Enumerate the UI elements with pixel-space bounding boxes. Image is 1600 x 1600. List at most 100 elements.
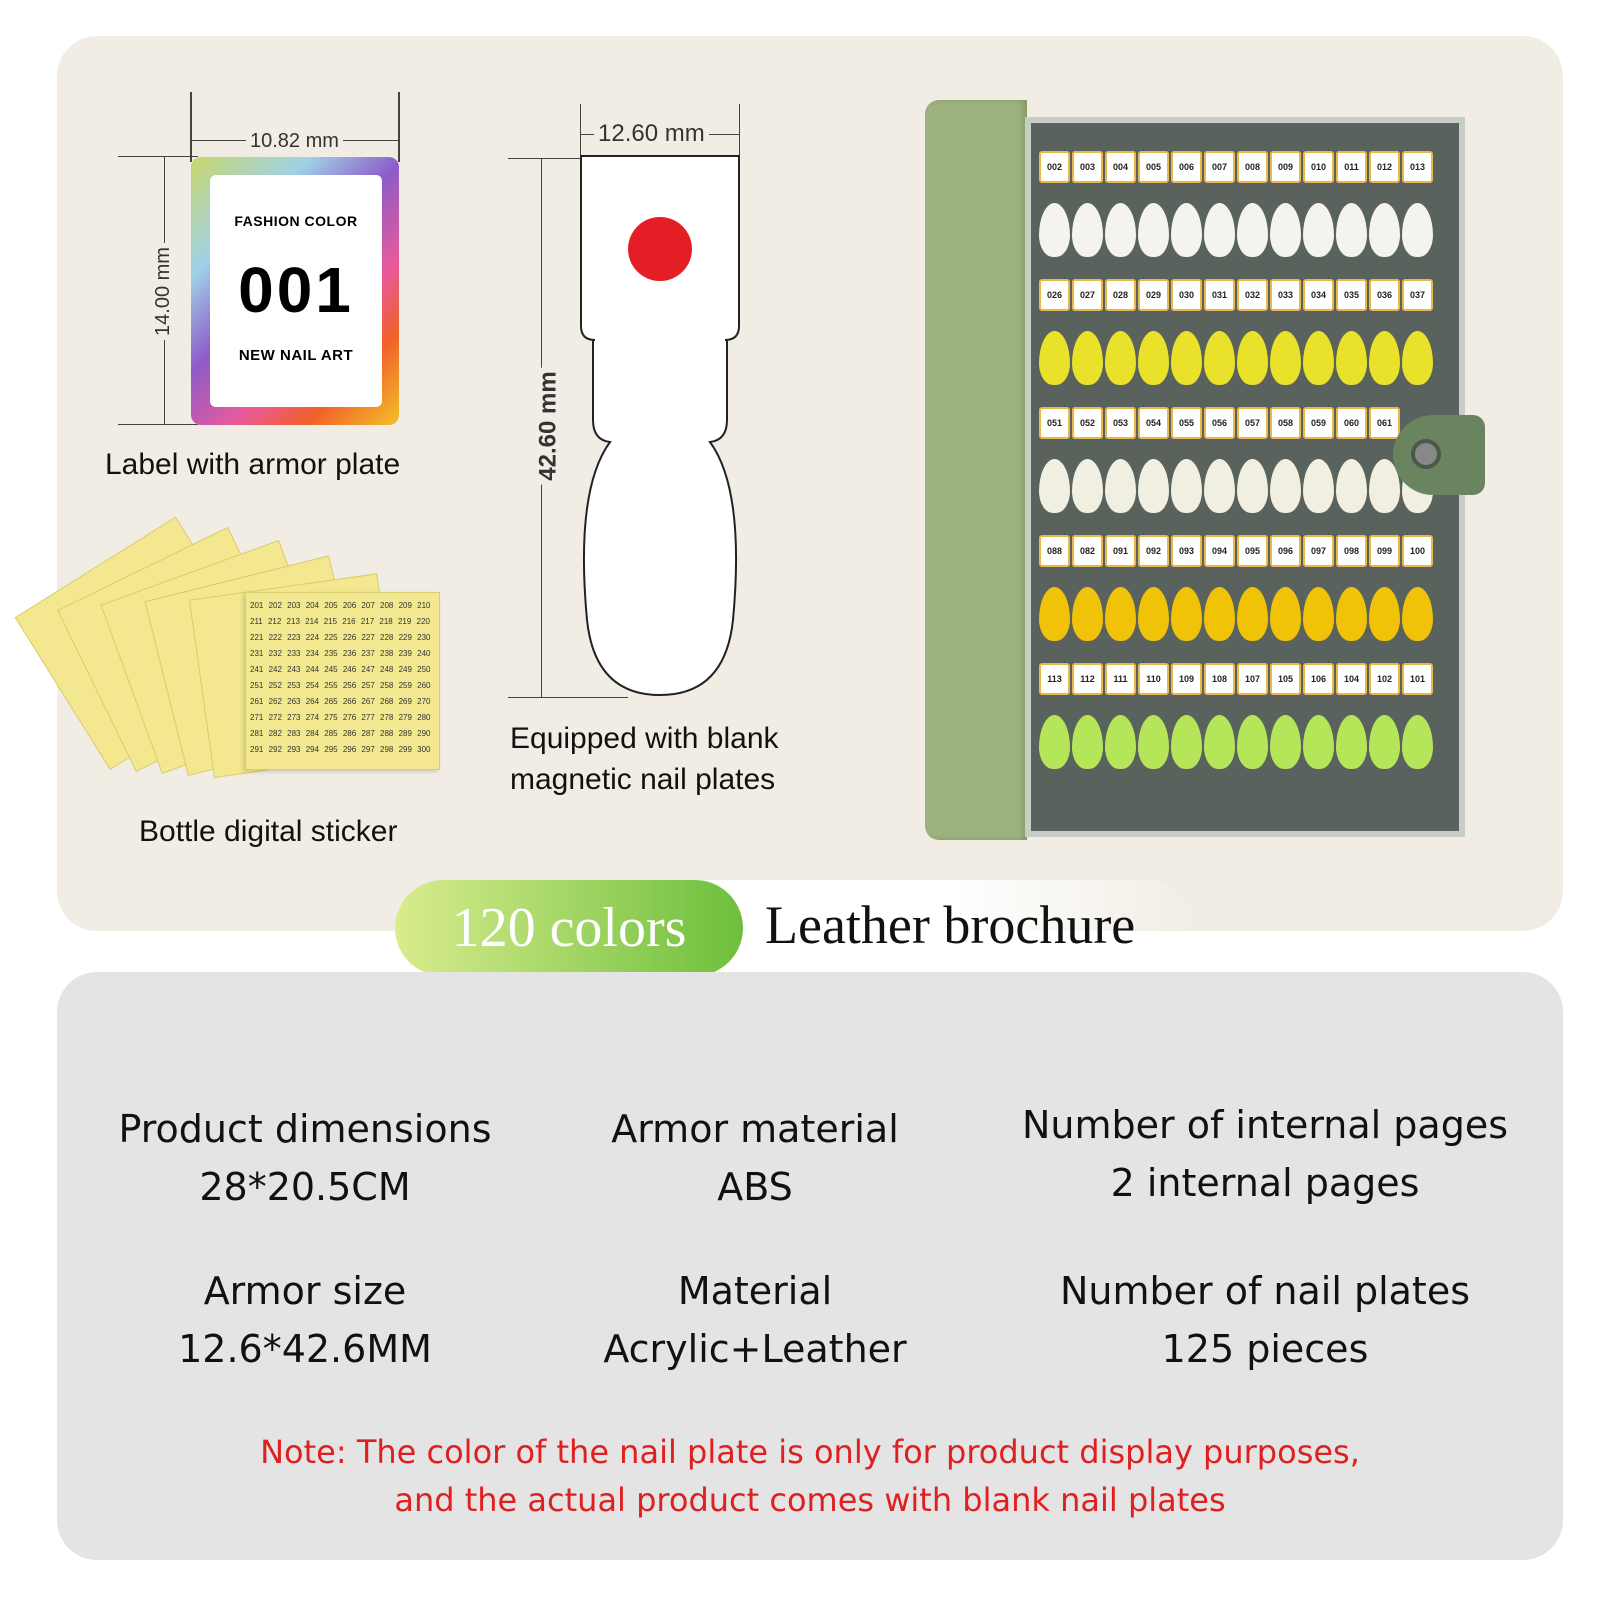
nail-tip — [1039, 459, 1070, 513]
nail-tip — [1402, 587, 1433, 641]
color-number-tag: 007 — [1204, 151, 1235, 183]
color-number-tag: 082 — [1072, 535, 1103, 567]
color-number-tag: 094 — [1204, 535, 1235, 567]
spec-value: 125 pieces — [1161, 1327, 1369, 1371]
color-number-tag: 033 — [1270, 279, 1301, 311]
spec-value: ABS — [717, 1165, 793, 1209]
nail-tip — [1039, 587, 1070, 641]
note-line2: and the actual product comes with blank … — [394, 1481, 1226, 1519]
color-number-tag: 098 — [1336, 535, 1367, 567]
color-number-tag: 027 — [1072, 279, 1103, 311]
color-number-tag: 005 — [1138, 151, 1169, 183]
nail-row: 026 027 028 029 030 031 032 033 034 035 036 037 — [1039, 279, 1439, 385]
color-number-tag: 093 — [1171, 535, 1202, 567]
nail-tip — [1270, 459, 1301, 513]
color-number-tag: 099 — [1369, 535, 1400, 567]
disclaimer-note: Note: The color of the nail plate is onl… — [100, 1428, 1520, 1524]
color-number-tag: 029 — [1138, 279, 1169, 311]
color-number-tag: 051 — [1039, 407, 1070, 439]
specs-panel — [57, 972, 1563, 1560]
dim-line — [118, 156, 198, 157]
nail-tip — [1138, 459, 1169, 513]
nail-tip — [1072, 459, 1103, 513]
nail-tip — [1270, 203, 1301, 257]
dim-line — [508, 158, 588, 159]
nail-tip — [1336, 331, 1367, 385]
nail-tip — [1369, 203, 1400, 257]
nail-tip — [1204, 587, 1235, 641]
nail-tip — [1270, 331, 1301, 385]
color-number-tag: 060 — [1336, 407, 1367, 439]
color-number-tag: 097 — [1303, 535, 1334, 567]
spec-material: Material Acrylic+Leather — [545, 1262, 965, 1378]
spec-armor-size: Armor size 12.6*42.6MM — [80, 1262, 530, 1378]
spec-internal-pages: Number of internal pages 2 internal pages — [975, 1096, 1555, 1212]
nail-tip — [1336, 459, 1367, 513]
nail-tip — [1072, 587, 1103, 641]
nail-tip — [1369, 715, 1400, 769]
nail-tip — [1105, 203, 1136, 257]
color-number-tag: 008 — [1237, 151, 1268, 183]
nail-tip — [1171, 587, 1202, 641]
color-number-tag: 004 — [1105, 151, 1136, 183]
nail-tip — [1072, 715, 1103, 769]
color-number-tag: 092 — [1138, 535, 1169, 567]
nail-tip — [1402, 331, 1433, 385]
nail-tip — [1237, 331, 1268, 385]
nail-tip — [1039, 203, 1070, 257]
nail-tip — [1336, 715, 1367, 769]
nail-row: 002 003 004 005 006 007 008 009 010 011 012 013 — [1039, 151, 1439, 257]
color-number-tag: 061 — [1369, 407, 1400, 439]
color-number-tag: 108 — [1204, 663, 1235, 695]
nail-tip — [1237, 459, 1268, 513]
plate-height: 42.60 mm — [534, 367, 563, 485]
color-number-tag: 100 — [1402, 535, 1433, 567]
color-number-tag: 031 — [1204, 279, 1235, 311]
nail-tip — [1369, 331, 1400, 385]
nail-tip — [1138, 587, 1169, 641]
nail-row: 051 052 053 054 055 056 057 058 059 060 061 — [1039, 407, 1439, 513]
color-number-tag: 058 — [1270, 407, 1301, 439]
label-number: 001 — [238, 254, 354, 326]
nail-tip — [1369, 587, 1400, 641]
plate-caption-line1: Equipped with blank — [510, 722, 779, 755]
color-number-tag: 056 — [1204, 407, 1235, 439]
color-number-tag: 012 — [1369, 151, 1400, 183]
label-bottom-text: NEW NAIL ART — [238, 347, 354, 364]
nail-tip — [1204, 331, 1235, 385]
color-number-tag: 104 — [1336, 663, 1367, 695]
snap-button-icon — [1411, 439, 1441, 469]
nail-tip — [1237, 587, 1268, 641]
spec-product-dimensions: Product dimensions 28*20.5CM — [80, 1100, 530, 1216]
nail-tip — [1171, 715, 1202, 769]
nail-tip — [1303, 715, 1334, 769]
nail-tip — [1039, 331, 1070, 385]
nail-tip — [1402, 203, 1433, 257]
nail-tip — [1303, 331, 1334, 385]
spec-value: 28*20.5CM — [199, 1165, 411, 1209]
color-number-tag: 010 — [1303, 151, 1334, 183]
color-number-tag: 055 — [1171, 407, 1202, 439]
color-number-tag: 107 — [1237, 663, 1268, 695]
dim-line — [508, 697, 628, 698]
spec-label: Armor material — [611, 1107, 899, 1151]
nail-tip — [1237, 203, 1268, 257]
nail-tip — [1105, 459, 1136, 513]
color-number-tag: 101 — [1402, 663, 1433, 695]
nail-tip — [1105, 331, 1136, 385]
color-number-tag: 035 — [1336, 279, 1367, 311]
color-number-tag: 003 — [1072, 151, 1103, 183]
color-number-tag: 106 — [1303, 663, 1334, 695]
color-number-tag: 095 — [1237, 535, 1268, 567]
nail-tip — [1402, 715, 1433, 769]
nail-plate-outline — [580, 155, 740, 697]
dim-line — [190, 92, 192, 162]
color-number-tag: 110 — [1138, 663, 1169, 695]
color-number-tag: 037 — [1402, 279, 1433, 311]
nail-tip — [1105, 587, 1136, 641]
spec-label: Number of nail plates — [1059, 1269, 1471, 1313]
nail-tip — [1105, 715, 1136, 769]
nail-tip — [1270, 587, 1301, 641]
color-number-tag: 036 — [1369, 279, 1400, 311]
label-caption: Label with armor plate — [105, 448, 401, 481]
